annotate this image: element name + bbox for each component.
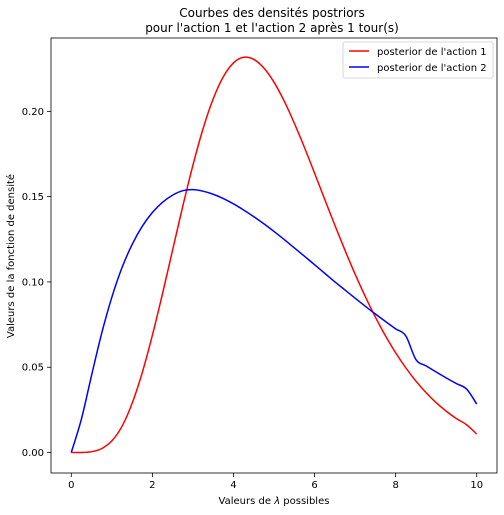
x-tick-label: 8 bbox=[392, 480, 398, 491]
y-axis-label: Valeurs de la fonction de densité bbox=[5, 174, 17, 338]
x-tick-label: 0 bbox=[68, 480, 74, 491]
x-axis-label-symbol: λ bbox=[273, 496, 280, 507]
y-axis: 0.00 0.05 0.10 0.15 0.20 bbox=[22, 107, 51, 459]
x-tick-label: 2 bbox=[149, 480, 155, 491]
x-tick-label: 6 bbox=[311, 480, 317, 491]
x-axis-label-suffix: possibles bbox=[280, 496, 329, 507]
x-tick-label: 10 bbox=[470, 480, 483, 491]
y-tick-label: 0.20 bbox=[22, 107, 44, 118]
x-axis-label-prefix: Valeurs de bbox=[219, 496, 275, 507]
legend-label-action-1: posterior de l'action 1 bbox=[377, 47, 487, 58]
y-tick-label: 0.15 bbox=[22, 192, 44, 203]
series-line-action-1 bbox=[71, 56, 478, 454]
y-tick-label: 0.10 bbox=[22, 277, 44, 288]
x-tick-label: 4 bbox=[230, 480, 236, 491]
x-axis: 0 2 4 6 8 10 bbox=[68, 473, 483, 491]
series-lines bbox=[70, 56, 478, 454]
x-axis-label: Valeurs de λ possibles bbox=[219, 496, 330, 507]
series-line-action-2 bbox=[70, 188, 478, 453]
plot-area bbox=[50, 37, 498, 474]
y-tick-label: 0.00 bbox=[22, 448, 44, 459]
legend-box bbox=[342, 41, 494, 79]
y-tick-label: 0.05 bbox=[22, 363, 44, 374]
legend-label-action-2: posterior de l'action 2 bbox=[377, 63, 487, 74]
chart-title: Courbes des densités postriors bbox=[179, 6, 364, 20]
legend: posterior de l'action 1 posterior de l'a… bbox=[342, 41, 494, 79]
chart-subtitle: pour l'action 1 et l'action 2 après 1 to… bbox=[145, 21, 399, 35]
